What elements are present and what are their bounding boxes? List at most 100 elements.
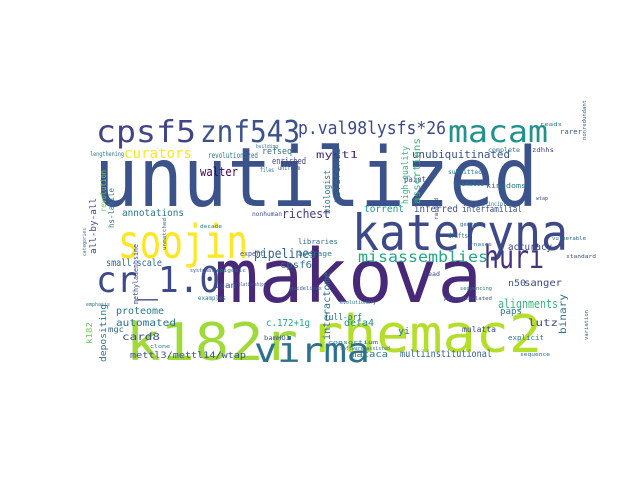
word-makova: makova [214,234,482,320]
word-cpsf6: cpsf6 [280,260,312,271]
word-guidelines: guidelines [290,286,322,292]
word-automated: automated [116,318,176,329]
word-categories: categories [82,228,88,256]
word-software-assisted: software-assisted [340,346,390,352]
word-annotations: annotations [122,208,184,219]
word-decade: decade [200,224,222,230]
word-average: average [298,250,332,258]
word-pipelines: pipelines [254,247,316,262]
word-interactome: interactome [322,272,333,340]
word-methyladenosine: methyladenosine [132,244,140,304]
word-n50: n50 [508,279,526,289]
word-defa4: defa4 [344,318,374,329]
word-hs-labile: hs-labile [107,188,116,228]
word-unmatched: unmatched [162,218,168,250]
word-p-val98lysfs-26: p.val98lysfs*26 [298,118,446,139]
word-full-orf: full-orf [324,313,362,323]
word-myct1: myct1 [316,150,358,161]
word-virma: virma [254,331,370,371]
word-reads: reads [540,122,562,128]
word-genomic: genomic [460,222,484,228]
word-systematic: systematic [190,268,220,274]
word-sequence: sequence [520,352,550,358]
word-cases: cases [524,152,530,176]
word-primates: primates [454,181,484,188]
word-nonhuman: nonhuman [252,211,282,218]
word-uniform: uniform [278,165,300,172]
word-refseq: refseq [262,147,292,157]
word-ranked: ranked [434,198,440,220]
word-high-quality: high-quality [401,145,411,204]
word-sanger: sanger [524,278,562,289]
word-walter: walter [200,165,238,179]
word-assertions: assertions [412,138,423,204]
word-revolution: revolution [99,170,108,212]
word-consortium: consortium [328,340,378,346]
word-polyadenylated: polyadenylated [444,296,492,302]
word-accuracy: accuracy [508,242,552,253]
word-richest: richest [282,207,330,221]
word-expert: expert [240,250,264,258]
word-vulnerable: vulnerable [552,236,586,242]
word-macaca: macaca [350,350,388,360]
word-inferred: inferred [414,204,458,215]
word-multiinstitutional: multiinstitutional [400,349,492,360]
word-drafts: drafts [448,232,468,240]
word-proteome: proteome [116,306,164,317]
word-files: files [260,167,274,174]
word-wtap: wtap [536,196,548,202]
word-igan: igan [214,281,236,290]
word-torrent: torrent [364,204,404,215]
word-lengthening: lengthening [90,151,124,158]
word-mettl3-mettl14-wtap: mettl3/mettl14/wtap [130,351,246,361]
word-binary: binary [558,294,569,334]
word-rhemac2: rhemac2 [310,305,542,365]
word-unubiquitinated: unubiquitinated [412,148,510,161]
word-relationships: relationships [236,282,266,288]
word-kateryna: kateryna [352,204,568,262]
word-evolutionary: evolutionary [340,300,376,306]
word-emphasis: emphasis [86,302,110,308]
word-macam: macam [448,115,548,150]
word-building: building [256,144,278,150]
word-paint: paint [404,175,426,184]
word-standard: standard [566,254,596,260]
word-variation: variation [584,310,590,340]
word-cpsf5: cpsf5 [96,115,196,150]
word-curators: curators [124,146,192,162]
word-c-172-1g: c.172+1g [266,318,310,329]
word-znf543: znf543 [200,115,300,150]
word-enriched: enriched [272,157,306,167]
word-mgc: mgc [108,325,124,334]
word-huri: huri [484,238,544,276]
word-epigenic: epigenic [216,268,246,274]
word-unutilized: unutilized [94,131,538,226]
word-all-by-all: all-by-all [89,198,99,254]
word-submitted: submitted [448,169,482,176]
word-sequencing: sequencing [460,286,492,292]
word-alignments: alignments [498,297,558,311]
word-zdhhs: zdhhs [532,147,554,154]
word-revolutionized: revolutionized [208,151,258,160]
word-examples: examples [198,295,226,302]
word-paps: paps [500,307,522,317]
word-principles: principles [482,201,512,208]
word-k182: k182 [85,322,94,344]
word-card8: card8 [122,332,160,343]
word-k182r: k182r [126,313,298,373]
word-reference: reference [332,148,343,204]
word-interfamilial: interfamilial [462,205,522,215]
word-soojin: soojin [118,215,248,269]
word-bamho1: bamHO1 [264,335,290,342]
word-small-scale: small-scale [106,258,162,269]
word-explicit: explicit [508,334,544,342]
word-clone: clone [150,344,170,350]
word-biologist: biologist [323,170,333,214]
word-yi: yi [398,327,410,337]
word-depositing: depositing [99,304,109,362]
word-lutz: lutz [528,318,558,329]
word-kingdoms: kingdoms [486,182,526,190]
word-misassemblies: misassemblies [358,248,488,266]
word-rnases: rnases [470,242,492,248]
